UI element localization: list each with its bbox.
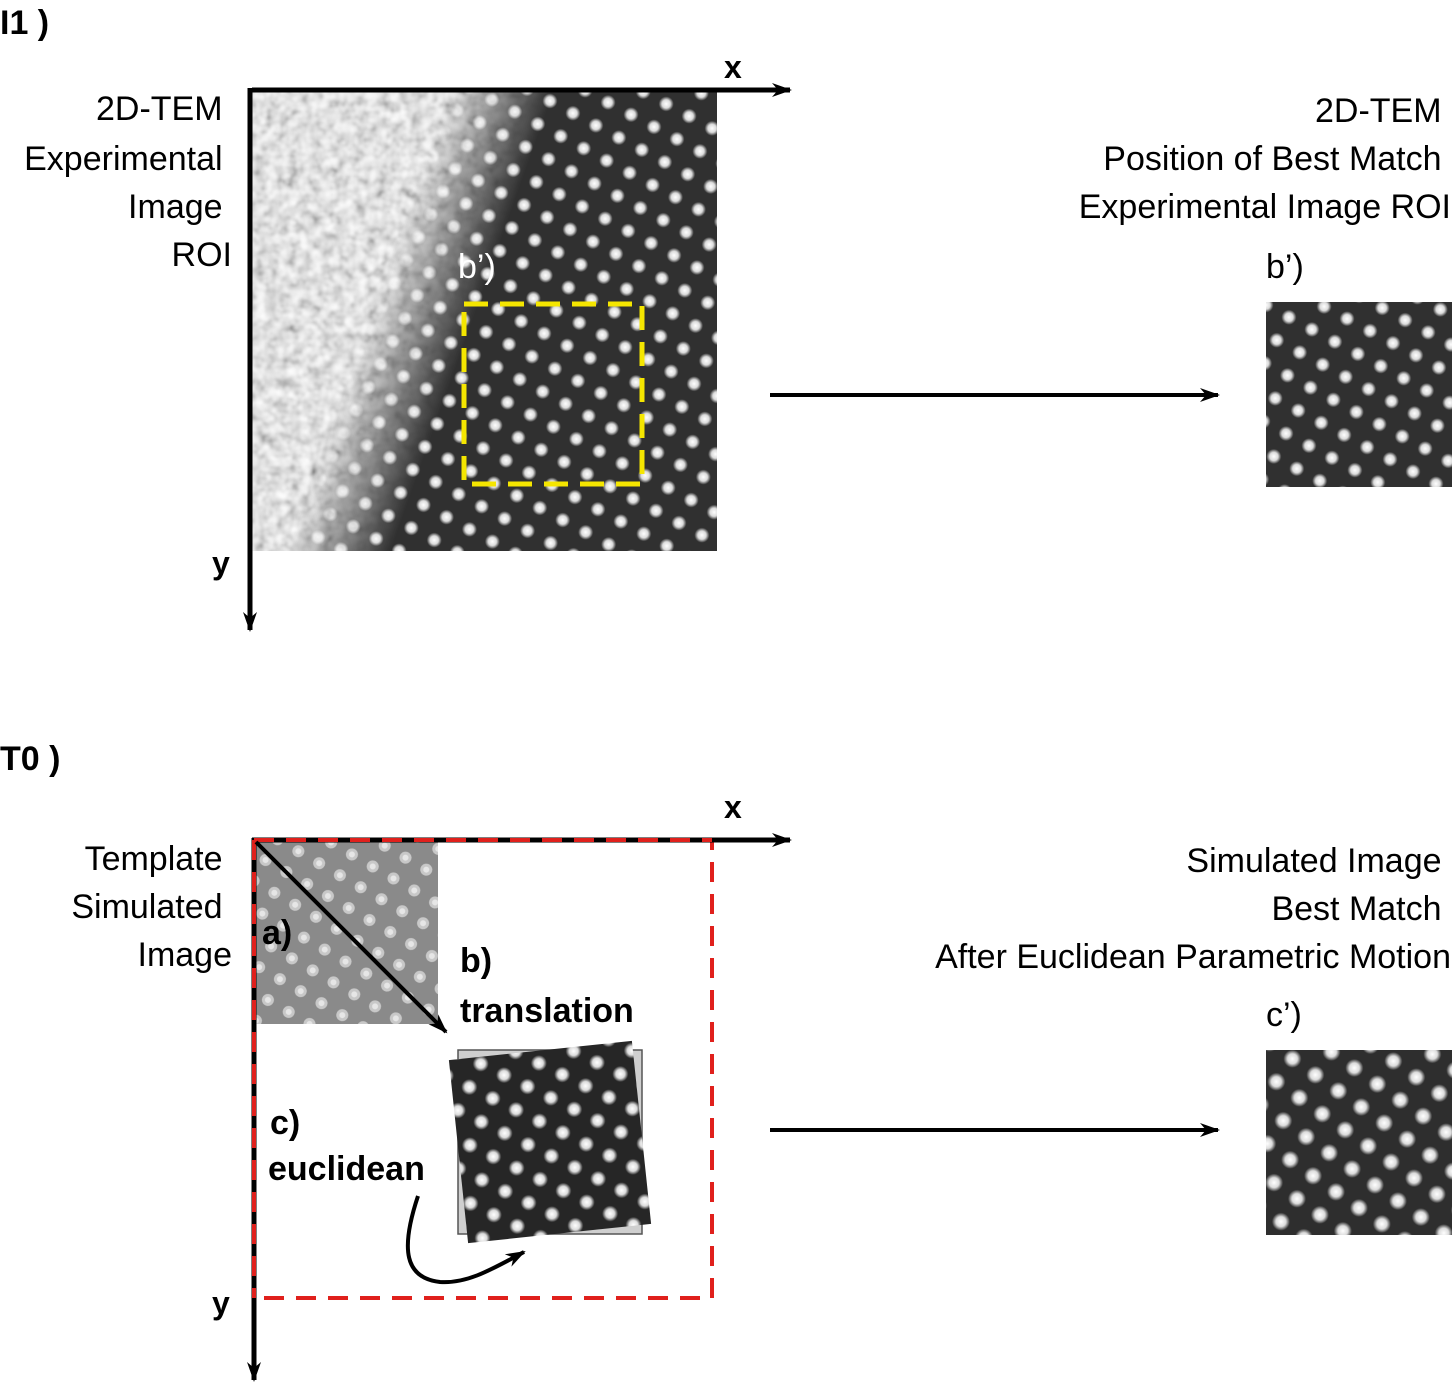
y-axis-label: y — [212, 545, 230, 581]
roi-best-match-box — [461, 301, 645, 487]
step-a-label: a) — [262, 914, 292, 952]
step-c-label: c) euclidean — [268, 1104, 425, 1188]
result-label-c-prime: c’) — [1266, 996, 1302, 1034]
x-axis-label: x — [724, 49, 742, 85]
experimental-image-caption: 2D-TEM Experimental Image ROI — [24, 90, 232, 274]
x-axis-label-bottom: x — [724, 789, 742, 825]
step-b-label: b) translation — [460, 942, 634, 1030]
panel-label-i1: I1 ) — [0, 4, 49, 42]
experimental-roi-crop — [1266, 302, 1452, 487]
roi-box-label: b’) — [458, 248, 496, 286]
result-label-b-prime: b’) — [1266, 248, 1304, 286]
template-caption: Template Simulated Image — [71, 840, 232, 974]
best-match-caption: 2D-TEM Position of Best Match Experiment… — [1079, 92, 1451, 226]
bottom-panel: T0 ) x y Template Simulated Image a) b) … — [0, 740, 1452, 1382]
y-axis-label-bottom: y — [212, 1285, 230, 1321]
simulated-best-match-crop — [1266, 1050, 1452, 1235]
euclidean-template — [448, 1040, 652, 1244]
panel-label-t0: T0 ) — [0, 740, 60, 778]
simulated-best-match-caption: Simulated Image Best Match After Euclide… — [935, 842, 1451, 976]
top-panel: I1 ) x y 2D-TEM Experimental Image ROI b… — [0, 4, 1452, 632]
experimental-image — [250, 90, 717, 551]
euclidean-curved-arrow — [405, 1195, 526, 1285]
translation-arrow — [254, 840, 448, 1034]
